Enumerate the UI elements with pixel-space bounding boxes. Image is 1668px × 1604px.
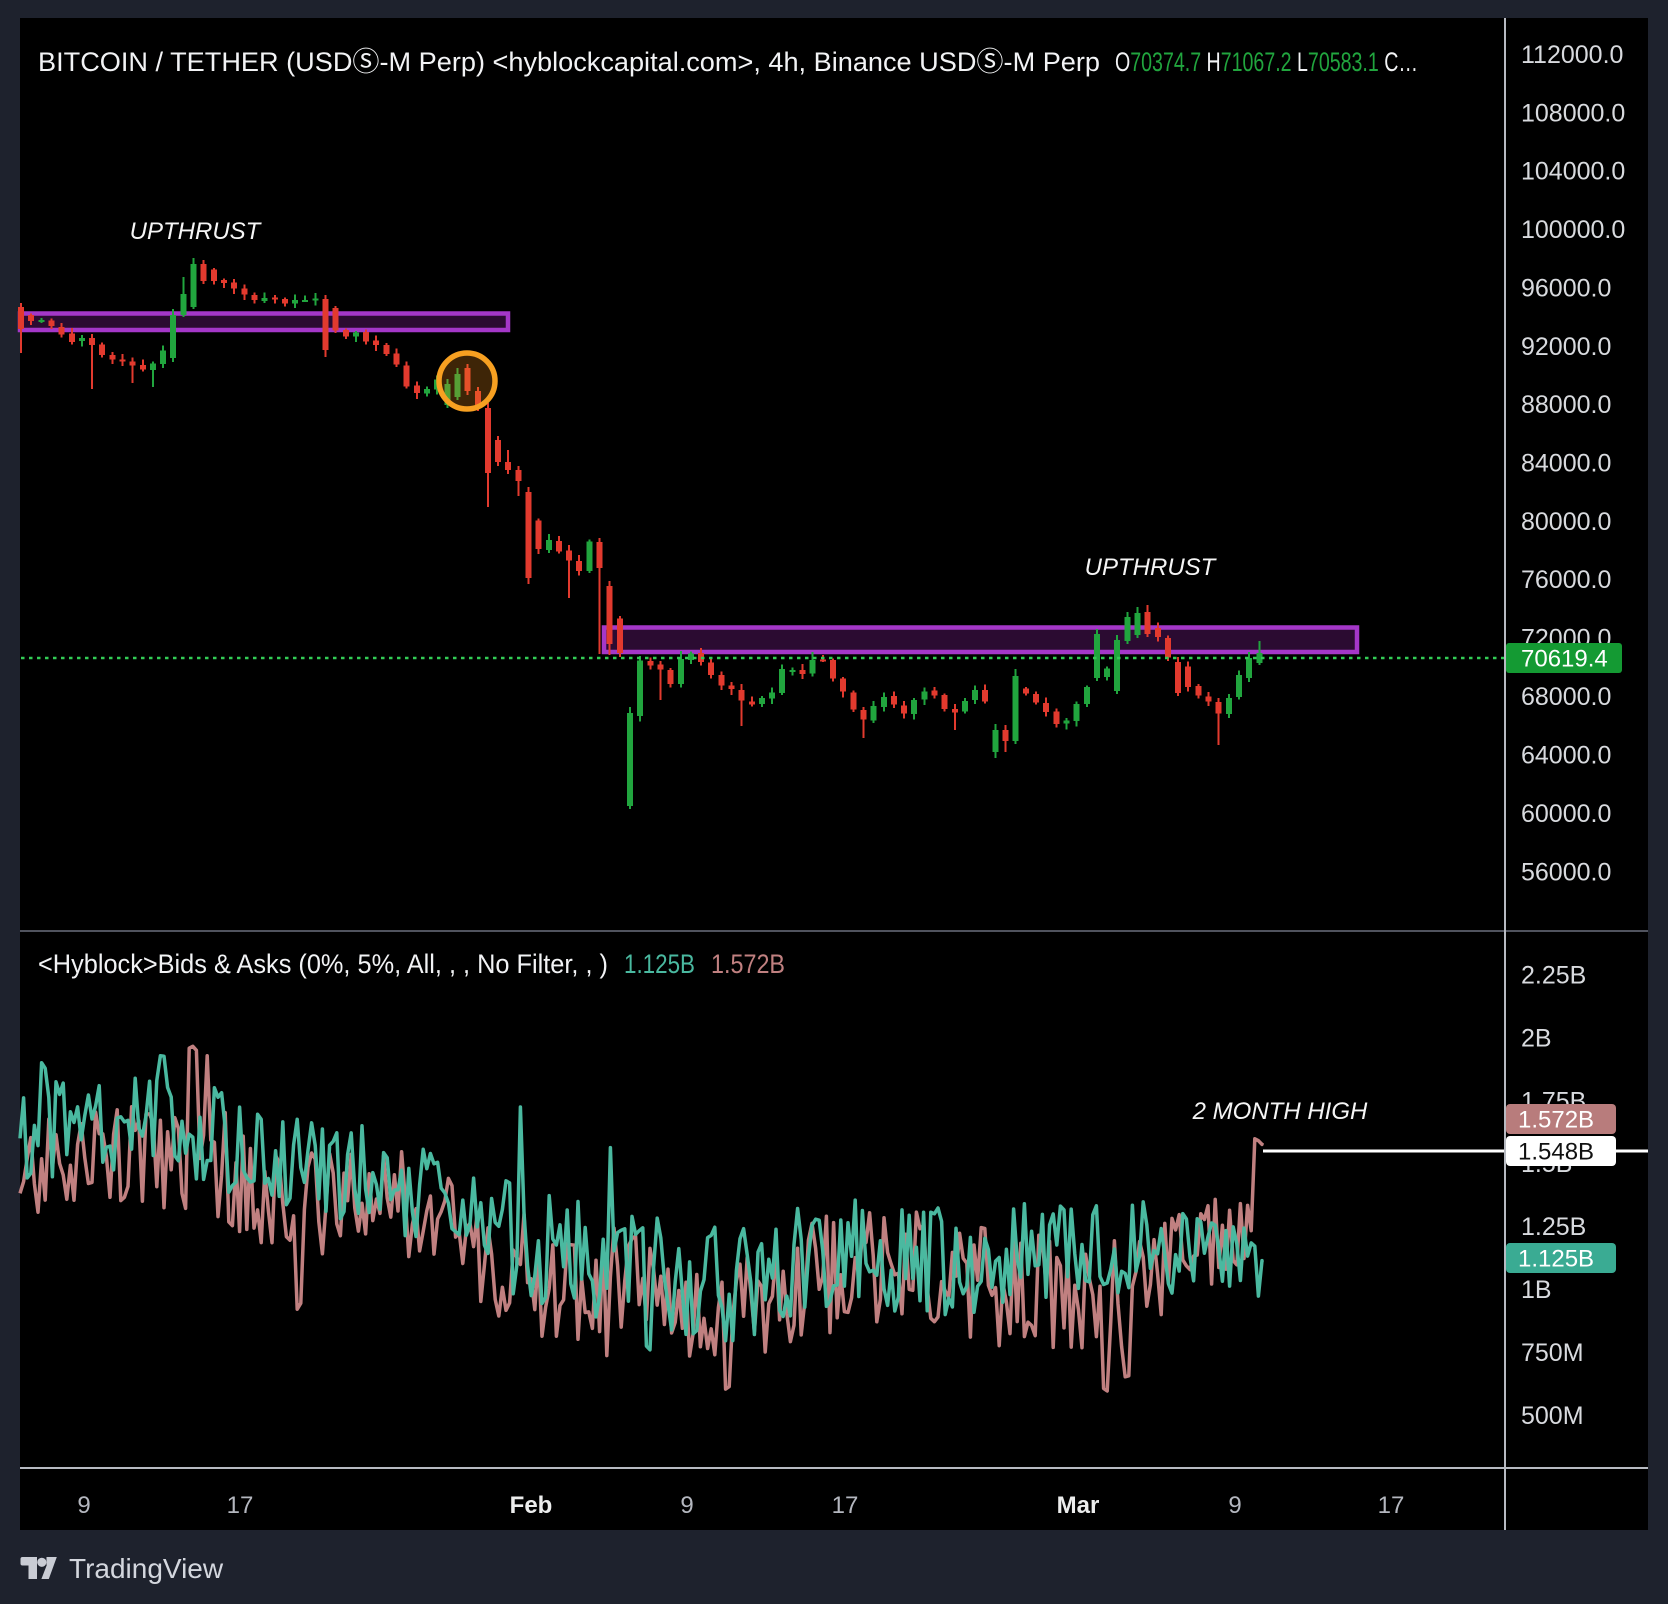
svg-text:80000.0: 80000.0	[1521, 508, 1611, 536]
svg-text:68000.0: 68000.0	[1521, 683, 1611, 711]
svg-text:2.25B: 2.25B	[1521, 962, 1586, 990]
svg-text:Feb: Feb	[510, 1492, 553, 1519]
svg-text:92000.0: 92000.0	[1521, 333, 1611, 361]
svg-text:9: 9	[1228, 1492, 1241, 1519]
svg-text:500M: 500M	[1521, 1402, 1584, 1430]
svg-text:76000.0: 76000.0	[1521, 566, 1611, 594]
svg-text:1.125B: 1.125B	[1518, 1246, 1594, 1273]
svg-text:88000.0: 88000.0	[1521, 391, 1611, 419]
svg-text:1.125B: 1.125B	[624, 949, 695, 979]
svg-text:Mar: Mar	[1057, 1492, 1100, 1519]
svg-text:17: 17	[1378, 1492, 1405, 1519]
svg-text:2 MONTH HIGH: 2 MONTH HIGH	[1192, 1098, 1368, 1125]
svg-text:BITCOIN / TETHER (USDⓈ-M Perp): BITCOIN / TETHER (USDⓈ-M Perp) <hyblockc…	[38, 47, 1100, 77]
svg-text:56000.0: 56000.0	[1521, 858, 1611, 886]
svg-text:108000.0: 108000.0	[1521, 99, 1625, 127]
svg-text:96000.0: 96000.0	[1521, 274, 1611, 302]
svg-text:100000.0: 100000.0	[1521, 216, 1625, 244]
svg-text:9: 9	[680, 1492, 693, 1519]
svg-text:<Hyblock>Bids & Asks (0%, 5%,: <Hyblock>Bids & Asks (0%, 5%, All, , , N…	[38, 949, 608, 979]
svg-text:112000.0: 112000.0	[1521, 41, 1623, 69]
svg-text:O70374.7 H71067.2 L70583.1 C…: O70374.7 H71067.2 L70583.1 C…	[1115, 47, 1418, 77]
svg-text:60000.0: 60000.0	[1521, 800, 1611, 828]
svg-text:9: 9	[77, 1492, 90, 1519]
svg-text:64000.0: 64000.0	[1521, 742, 1611, 770]
svg-text:84000.0: 84000.0	[1521, 449, 1611, 477]
svg-text:UPTHRUST: UPTHRUST	[1085, 554, 1218, 581]
svg-text:1.25B: 1.25B	[1521, 1213, 1586, 1241]
svg-text:UPTHRUST: UPTHRUST	[130, 218, 263, 245]
svg-text:17: 17	[227, 1492, 254, 1519]
svg-text:1B: 1B	[1521, 1276, 1552, 1304]
svg-text:1.572B: 1.572B	[711, 949, 785, 979]
svg-text:TradingView: TradingView	[69, 1553, 224, 1584]
svg-text:104000.0: 104000.0	[1521, 158, 1625, 186]
svg-text:750M: 750M	[1521, 1339, 1584, 1367]
svg-text:1.548B: 1.548B	[1518, 1139, 1594, 1166]
svg-text:17: 17	[832, 1492, 859, 1519]
svg-text:2B: 2B	[1521, 1024, 1552, 1052]
svg-text:70619.4: 70619.4	[1521, 646, 1608, 673]
svg-text:1.572B: 1.572B	[1518, 1107, 1594, 1134]
